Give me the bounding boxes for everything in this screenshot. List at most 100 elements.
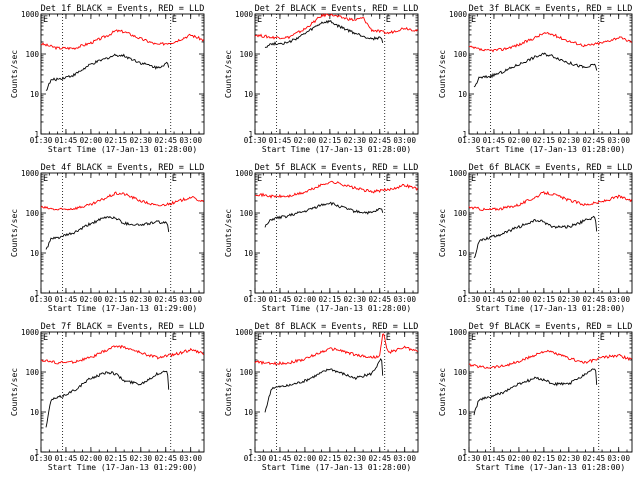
panel-6: Det 6f BLACK = Events, RED = LLD 1 10 100 10… [438,163,633,313]
panel-5: Det 5f BLACK = Events, RED = LLD 1 10 100 10… [224,163,419,313]
panel-title: Det 3f BLACK = Events, RED = LLD [469,4,633,14]
events-series-line [264,357,384,413]
x-tick-label: 01:45 [269,454,292,463]
plot-frame [254,172,419,294]
x-tick-label: 02:30 [344,295,367,304]
panel-title: Det 7f BLACK = Events, RED = LLD [41,322,205,332]
y-tick-label: 100 [453,209,467,218]
event-marker-label: E [43,174,48,184]
x-axis-label: Start Time (17-Jan-13 01:28:00) [48,145,197,154]
plot-frame [40,13,205,135]
y-axis-label: Counts/sec [10,209,19,257]
x-axis-label: Start Time (17-Jan-13 01:28:00) [476,463,625,472]
x-tick-label: 03:00 [393,295,416,304]
event-marker-label: E [172,15,177,25]
x-tick-label: 01:30 [244,295,267,304]
y-tick-label: 1 [462,130,467,139]
event-marker-label: E [257,174,262,184]
x-tick-label: 02:45 [582,454,605,463]
y-tick-label: 1000 [235,10,254,19]
event-marker-label: E [471,333,476,343]
plot-frame [468,331,633,453]
plot-frame [254,13,419,135]
x-tick-label: 02:45 [582,295,605,304]
lld-series-line [254,13,419,40]
y-tick-label: 10 [458,90,468,99]
x-tick-label: 02:30 [558,136,581,145]
x-tick-label: 02:15 [533,136,556,145]
x-tick-label: 02:45 [368,454,391,463]
plot-frame [40,172,205,294]
x-tick-label: 02:30 [344,136,367,145]
plot-frame [254,331,419,453]
events-series-line [45,53,170,91]
x-tick-label: 01:45 [269,295,292,304]
x-tick-label: 01:30 [30,136,53,145]
x-tick-label: 02:00 [508,295,531,304]
y-tick-label: 1 [248,448,253,457]
x-tick-label: 03:00 [607,454,630,463]
y-axis-label: Counts/sec [438,368,447,416]
y-axis-label: Counts/sec [438,50,447,98]
x-tick-label: 01:45 [55,295,78,304]
x-tick-label: 02:30 [130,136,153,145]
x-tick-label: 01:30 [30,454,53,463]
x-tick-label: 01:45 [55,454,78,463]
event-marker-label: E [43,15,48,25]
x-axis-label: Start Time (17-Jan-13 01:28:00) [262,304,411,313]
panel-2: Det 2f BLACK = Events, RED = LLD 1 10 100 10… [224,4,419,154]
y-tick-label: 1000 [21,169,40,178]
y-tick-label: 1 [462,289,467,298]
x-tick-label: 02:15 [319,136,342,145]
event-marker-label: E [386,174,391,184]
event-marker-label: E [600,333,605,343]
y-tick-label: 100 [25,209,39,218]
x-tick-label: 02:00 [508,136,531,145]
x-tick-label: 02:00 [80,136,103,145]
y-tick-label: 10 [458,249,468,258]
lld-series-line [254,180,419,199]
events-series-line [264,201,384,228]
event-marker-label: E [386,15,391,25]
y-tick-label: 1 [34,130,39,139]
y-axis-label: Counts/sec [224,50,233,98]
x-tick-label: 01:30 [30,295,53,304]
panel-title: Det 5f BLACK = Events, RED = LLD [255,163,419,173]
y-tick-label: 10 [30,249,40,258]
x-tick-label: 01:30 [458,136,481,145]
events-series-line [45,370,170,428]
x-tick-label: 01:45 [55,136,78,145]
x-tick-label: 02:30 [130,295,153,304]
panel-title: Det 6f BLACK = Events, RED = LLD [469,163,633,173]
x-tick-label: 03:00 [179,454,202,463]
y-tick-label: 1 [34,448,39,457]
y-tick-label: 1 [248,130,253,139]
event-marker-label: E [172,333,177,343]
x-tick-label: 02:45 [154,136,177,145]
x-tick-label: 02:30 [130,454,153,463]
x-tick-label: 02:15 [319,454,342,463]
panel-9: Det 9f BLACK = Events, RED = LLD 1 10 100 10… [438,322,633,472]
x-tick-label: 01:30 [458,454,481,463]
x-axis-label: Start Time (17-Jan-13 01:28:00) [476,304,625,313]
event-marker-label: E [600,15,605,25]
lld-series-line [40,29,205,51]
event-marker-label: E [471,15,476,25]
lld-series-line [468,190,633,211]
y-tick-label: 1000 [21,328,40,337]
x-tick-label: 02:30 [558,454,581,463]
x-tick-label: 03:00 [607,136,630,145]
event-marker-label: E [471,174,476,184]
x-axis-label: Start Time (17-Jan-13 01:28:00) [262,463,411,472]
y-tick-label: 10 [458,408,468,417]
y-tick-label: 10 [244,408,254,417]
y-tick-label: 100 [239,209,253,218]
y-tick-label: 100 [453,368,467,377]
panel-title: Det 4f BLACK = Events, RED = LLD [41,163,205,173]
y-axis-label: Counts/sec [224,209,233,257]
events-series-line [264,19,384,49]
y-tick-label: 1 [34,289,39,298]
panel-8: Det 8f BLACK = Events, RED = LLD 1 10 100 10… [224,322,419,472]
x-tick-label: 01:30 [244,454,267,463]
